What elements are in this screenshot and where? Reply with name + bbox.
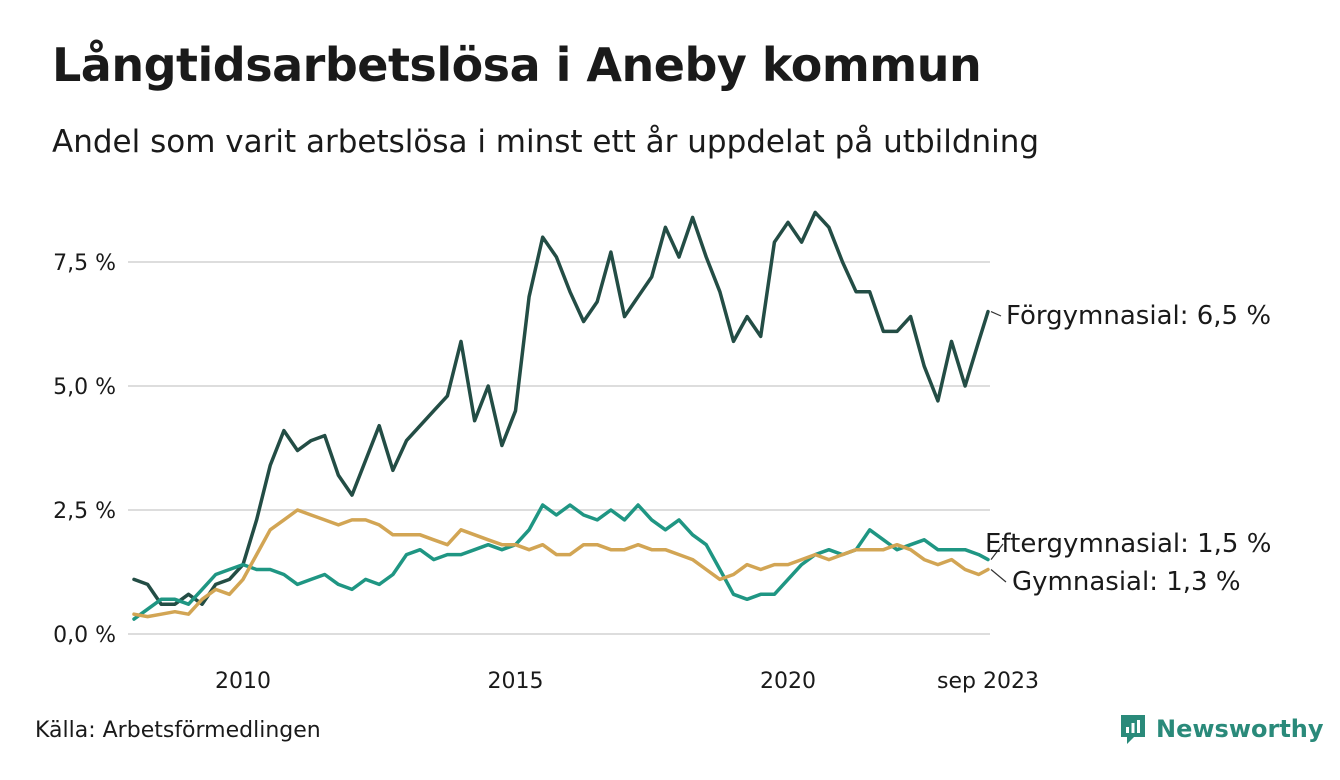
- y-tick-label: 2,5 %: [53, 499, 116, 524]
- chart-subtitle: Andel som varit arbetslösa i minst ett å…: [52, 124, 1040, 160]
- brand-logo[interactable]: Newsworthy: [1118, 712, 1324, 746]
- x-tick-label: 2015: [487, 669, 543, 694]
- x-axis: 2010 2015 2020 sep 2023: [215, 669, 1039, 694]
- y-tick-label: 5,0 %: [53, 375, 116, 400]
- grid-lines: [128, 261, 990, 635]
- series-line-förgymnasial: [132, 210, 990, 606]
- series-labels: Förgymnasial: 6,5 % Eftergymnasial: 1,5 %…: [985, 301, 1271, 597]
- series-label-gymnasial: Gymnasial: 1,3 %: [1012, 567, 1241, 597]
- x-tick-label: sep 2023: [937, 669, 1039, 694]
- line-chart: 0,0 % 2,5 % 5,0 % 7,5 % 2010 2015 2020 sep 202…: [53, 210, 1271, 694]
- source-note: Källa: Arbetsförmedlingen: [35, 718, 321, 743]
- series-line-eftergymnasial: [132, 503, 990, 621]
- label-leader-line: [990, 311, 1002, 317]
- brand-name: Newsworthy: [1156, 715, 1324, 743]
- series-lines: [132, 210, 990, 621]
- x-tick-label: 2020: [760, 669, 816, 694]
- x-tick-label: 2010: [215, 669, 271, 694]
- label-leader-line: [990, 569, 1007, 583]
- series-label-förgymnasial: Förgymnasial: 6,5 %: [1006, 301, 1271, 331]
- y-axis: 0,0 % 2,5 % 5,0 % 7,5 %: [53, 251, 116, 648]
- y-tick-label: 7,5 %: [53, 251, 116, 276]
- newsworthy-logo-icon: [1121, 715, 1145, 744]
- chart-title: Långtidsarbetslösa i Aneby kommun: [52, 38, 982, 92]
- series-line-gymnasial: [132, 508, 990, 619]
- y-tick-label: 0,0 %: [53, 623, 116, 648]
- series-label-eftergymnasial: Eftergymnasial: 1,5 %: [985, 529, 1271, 559]
- label-leader-line: [990, 543, 1004, 560]
